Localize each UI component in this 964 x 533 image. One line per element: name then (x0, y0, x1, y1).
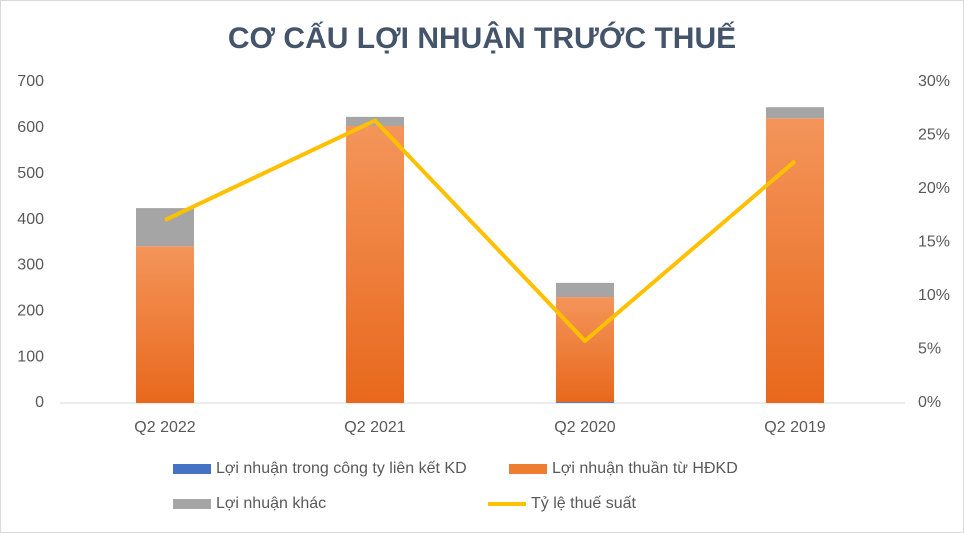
x-tick-label: Q2 2021 (344, 419, 405, 436)
legend-swatch (173, 499, 211, 509)
y2-tick-label: 15% (918, 234, 950, 251)
bar (556, 297, 614, 403)
y2-tick-label: 20% (918, 180, 950, 197)
y2-tick-label: 5% (918, 341, 941, 358)
y-tick-label: 0 (35, 394, 44, 411)
y-tick-label: 400 (17, 211, 44, 228)
y-tick-label: 200 (17, 303, 44, 320)
legend-swatch (509, 464, 547, 474)
chart-title: CƠ CẤU LỢI NHUẬN TRƯỚC THUẾ (228, 21, 736, 55)
legend-label: Lợi nhuận trong công ty liên kết KD (216, 460, 467, 477)
y-tick-label: 300 (17, 257, 44, 274)
y-tick-label: 600 (17, 119, 44, 136)
y2-tick-label: 0% (918, 394, 941, 411)
legend-label: Lợi nhuận thuần từ HĐKD (552, 460, 738, 477)
x-tick-label: Q2 2022 (134, 419, 195, 436)
bar (136, 208, 194, 247)
bar (556, 282, 614, 298)
bar (556, 402, 614, 403)
y2-tick-label: 10% (918, 287, 950, 304)
line-series (164, 118, 797, 343)
y2-tick-label: 30% (918, 73, 950, 90)
y2-tick-label: 25% (918, 127, 950, 144)
legend-label: Tỷ lệ thuế suất (531, 495, 637, 512)
y-tick-label: 100 (17, 348, 44, 365)
bar (766, 118, 824, 403)
y-tick-label: 500 (17, 165, 44, 182)
legend-label: Lợi nhuận khác (216, 495, 326, 512)
y-tick-label: 700 (17, 73, 44, 90)
x-tick-label: Q2 2020 (554, 419, 615, 436)
bar (136, 246, 194, 403)
x-tick-label: Q2 2019 (764, 419, 825, 436)
bar (346, 126, 404, 403)
legend-swatch (173, 464, 211, 474)
bar (766, 107, 824, 119)
